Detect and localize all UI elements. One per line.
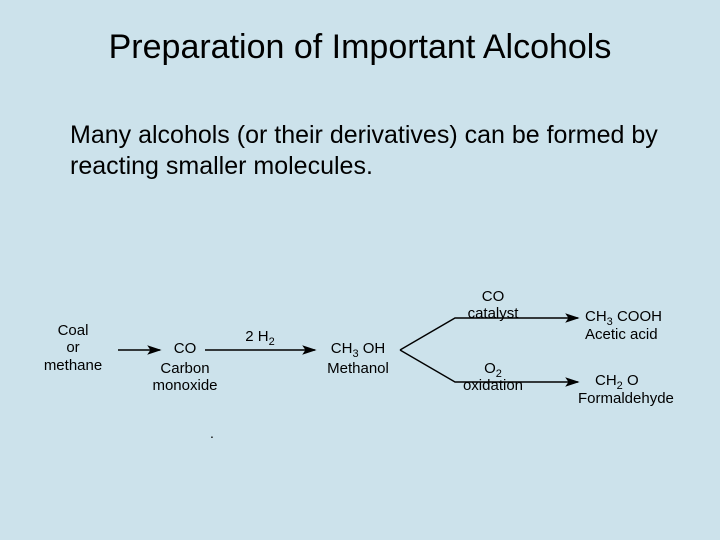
label-branch-o2-oxidation: O2 oxidation (458, 360, 528, 395)
co-name-line2: monoxide (140, 377, 230, 394)
meoh-post: OH (359, 340, 386, 357)
slide-body-text: Many alcohols (or their derivatives) can… (70, 120, 660, 183)
branch2-bot: oxidation (458, 377, 528, 394)
label-branch-co-catalyst: CO catalyst (458, 288, 528, 323)
label-2h2: 2 H2 (235, 328, 285, 345)
start-line1: Coal (30, 322, 116, 339)
acetic-pre: CH (585, 308, 607, 325)
node-formaldehyde-name: Formaldehyde (578, 390, 698, 407)
branch1-top: CO (458, 288, 528, 305)
h2-pre: 2 H (245, 328, 268, 345)
meoh-pre: CH (331, 340, 353, 357)
node-start: Coal or methane (30, 322, 116, 374)
start-line2: or (30, 339, 116, 356)
branch2-top: O2 (458, 360, 528, 377)
node-acetic-formula: CH3 COOH (585, 308, 695, 325)
start-line3: methane (30, 357, 116, 374)
node-acetic-name: Acetic acid (585, 326, 695, 343)
form-post: O (623, 372, 639, 389)
branch1-bot: catalyst (458, 305, 528, 322)
node-co-name: Carbon monoxide (140, 360, 230, 395)
node-formaldehyde-formula: CH2 O (595, 372, 675, 389)
h2-sub: 2 (269, 336, 275, 348)
form-pre: CH (595, 372, 617, 389)
node-methanol-name: Methanol (315, 360, 401, 377)
node-co-formula: CO (165, 340, 205, 357)
slide-title: Preparation of Important Alcohols (0, 28, 720, 67)
o2-pre: O (484, 360, 496, 377)
reaction-diagram: Coal or methane CO Carbon monoxide 2 H2 … (30, 260, 690, 460)
acetic-post: COOH (613, 308, 662, 325)
slide: Preparation of Important Alcohols Many a… (0, 0, 720, 540)
node-methanol-formula: CH3 OH (318, 340, 398, 357)
stray-dot: . (210, 425, 214, 441)
co-name-line1: Carbon (140, 360, 230, 377)
